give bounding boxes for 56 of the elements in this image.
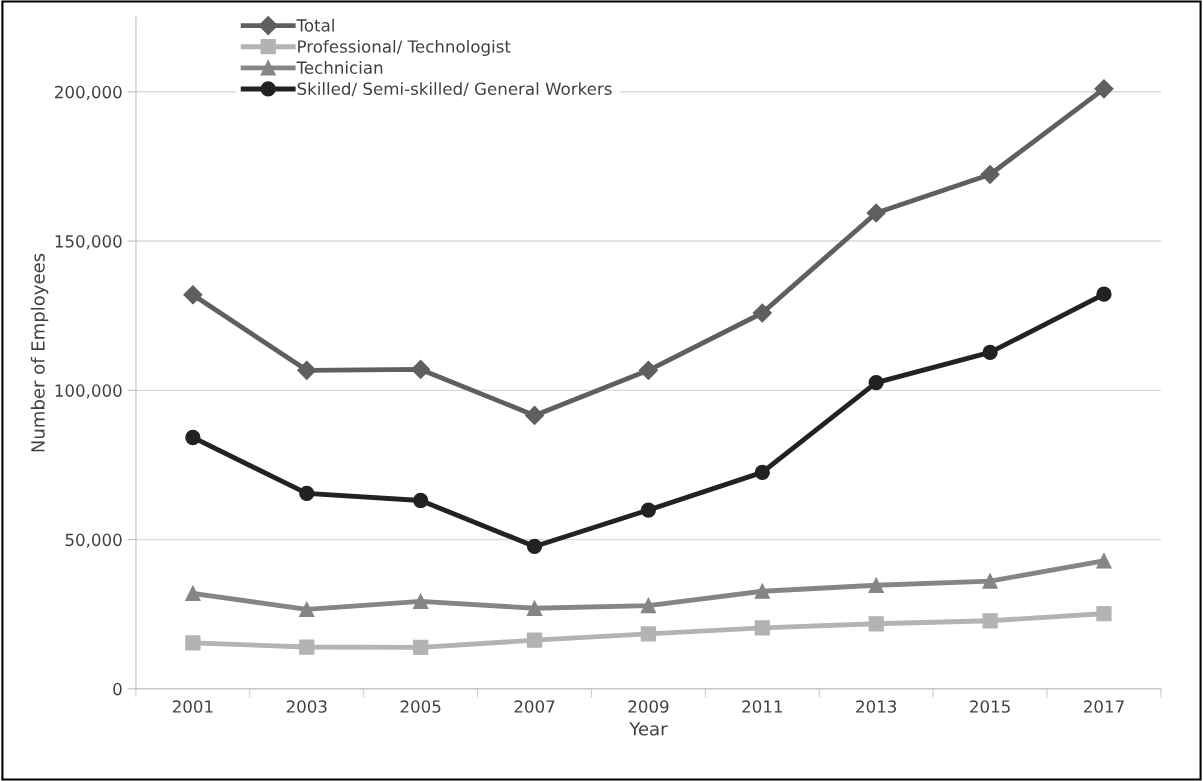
point: [185, 585, 201, 601]
y-axis-title: Number of Employees: [30, 253, 49, 452]
point: [411, 359, 431, 379]
point: [299, 485, 315, 501]
point: [183, 285, 203, 305]
point: [526, 632, 543, 648]
y-tick-label: 50,000: [65, 533, 122, 548]
point: [980, 164, 1000, 185]
point: [754, 583, 770, 599]
legend-label: Professional/ Technologist: [298, 39, 511, 57]
x-tick-label: 2007: [514, 700, 555, 713]
point: [185, 429, 201, 446]
x-tick-label: 2015: [970, 700, 1010, 713]
x-tick-label: 2013: [856, 700, 897, 713]
legend-label: Skilled/ Semi-skilled/ General Workers: [297, 82, 612, 97]
point: [297, 360, 317, 380]
y-tick-label: 150,000: [55, 235, 122, 250]
legend-label: Technician: [296, 61, 383, 74]
legend-label: Total: [296, 18, 334, 32]
point: [1096, 605, 1112, 622]
x-tick-label: 2005: [400, 700, 441, 713]
point: [526, 600, 543, 616]
point: [752, 303, 772, 323]
point: [982, 573, 998, 589]
point: [299, 601, 315, 618]
point: [868, 577, 884, 593]
point: [866, 203, 886, 223]
point: [413, 639, 429, 655]
point: [413, 492, 429, 509]
point: [526, 538, 543, 555]
point: [754, 464, 770, 481]
point: [638, 360, 658, 380]
point: [1094, 79, 1114, 99]
x-tick-label: 2001: [172, 700, 213, 713]
point: [868, 374, 884, 391]
point: [640, 597, 657, 614]
point: [982, 344, 998, 361]
x-tick-label: 2003: [286, 700, 327, 713]
point: [868, 616, 884, 632]
point: [640, 502, 657, 518]
y-tick-label: 200,000: [55, 85, 122, 101]
x-tick-label: 2011: [742, 700, 782, 713]
point: [982, 613, 998, 629]
x-axis-title: Year: [629, 722, 668, 736]
point: [299, 639, 315, 655]
point: [185, 635, 201, 651]
point: [754, 620, 770, 636]
point: [524, 405, 545, 425]
x-tick-label: 2017: [1083, 700, 1124, 713]
y-tick-label: 0: [113, 682, 122, 696]
point: [413, 593, 429, 610]
y-tick-label: 100,000: [55, 384, 122, 399]
point: [640, 626, 657, 642]
point: [1096, 553, 1112, 569]
point: [1096, 286, 1112, 302]
x-tick-label: 2009: [628, 700, 669, 713]
